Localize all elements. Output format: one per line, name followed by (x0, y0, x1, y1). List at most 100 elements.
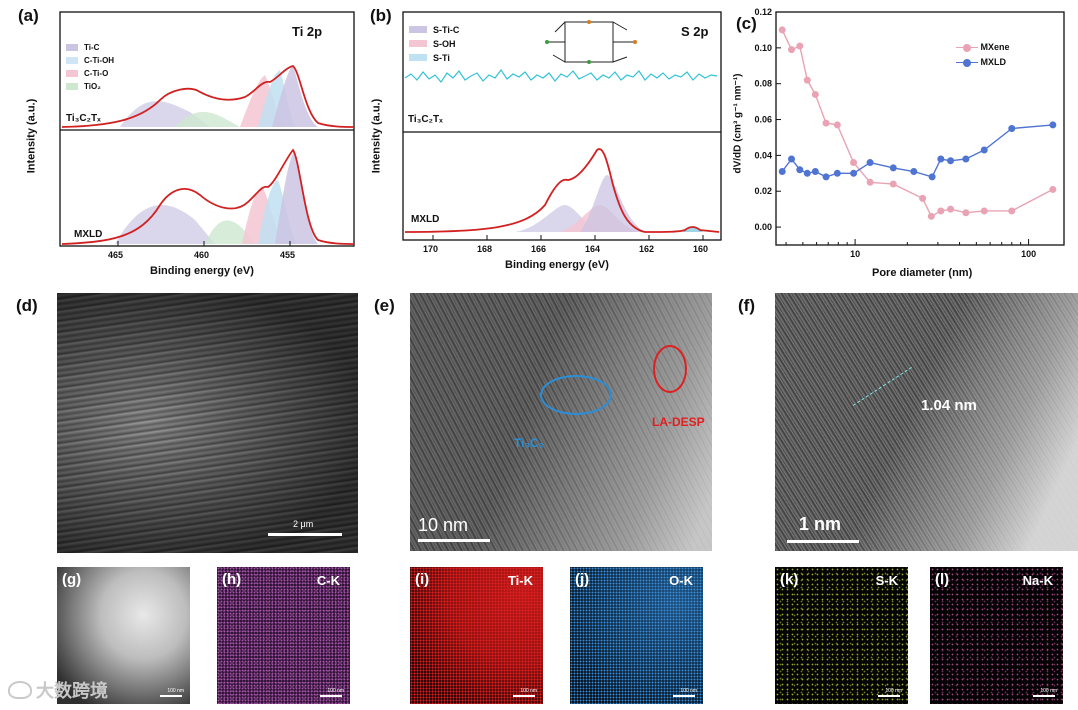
hrtem-e-scale-text: 10 nm (418, 515, 469, 535)
ti2p-tick-455: 455 (280, 250, 296, 260)
map-j-scale: 100 nm (680, 688, 697, 694)
legend-tio2: TiO₂ (84, 82, 101, 91)
panel-c-pore-distribution: (c) 0.00 0.02 0.04 0.06 0.08 0.10 0.12 10 100 MX… (730, 0, 1078, 290)
ti2p-tick-465: 465 (108, 250, 124, 260)
lattice-spacing-label: 1.04 nm (921, 397, 977, 414)
plot-frame (775, 11, 1065, 246)
hrtem-image-f: 1.04 nm 1 nm (775, 293, 1078, 551)
data-point-mxld (796, 166, 804, 174)
la-desp-ellipse (653, 345, 687, 393)
ti3c2-ellipse (540, 375, 612, 415)
data-point-mxld (778, 168, 786, 176)
x-tick-label: 100 (1021, 249, 1036, 259)
s2p-spectra (402, 11, 722, 241)
data-point-mxene (822, 119, 830, 127)
legend-mxld: MXLD (980, 57, 1007, 67)
legend-c-ti-oh: C-Ti-OH (84, 56, 115, 65)
data-point-mxene (866, 178, 874, 186)
map-k-element: S-K (875, 573, 898, 588)
watermark-logo-icon (8, 681, 32, 699)
y-tick-label: 0.06 (754, 115, 772, 125)
sem-scale-text: 2 μm (293, 519, 314, 529)
map-g-scale: 100 nm (167, 688, 184, 694)
data-point-mxld (811, 168, 819, 176)
map-i-label: (i) (415, 571, 430, 588)
series-line-mxld (781, 124, 1053, 178)
y-tick-label: 0.02 (754, 186, 772, 196)
data-point-mxld (889, 164, 897, 172)
y-tick-label: 0.10 (754, 43, 772, 53)
s2p-xlabel: Binding energy (eV) (505, 259, 609, 271)
panel-label-a: (a) (18, 6, 39, 25)
map-i-scale: 100 nm (520, 688, 537, 694)
y-tick-label: 0.12 (754, 7, 772, 17)
s2p-tick-170: 170 (423, 244, 439, 254)
watermark-text: 大数跨境 (36, 681, 108, 702)
watermark: 大数跨境 (8, 677, 108, 703)
s2p-tick-164: 164 (585, 244, 601, 254)
panel-label-f: (f) (738, 296, 755, 315)
map-l-sodium: (l) Na-K 100 nm (930, 567, 1063, 704)
data-point-mxld (850, 169, 858, 177)
map-i-element: Ti-K (507, 573, 533, 588)
pore-legend: MXene MXLD (956, 40, 1010, 70)
ti2p-xlabel: Binding energy (eV) (150, 265, 254, 277)
ti2p-title: Ti 2p (292, 24, 323, 39)
data-point-mxene (788, 46, 796, 54)
molecule-icon (545, 20, 637, 64)
panel-label-c: (c) (736, 14, 757, 33)
data-point-mxene (796, 42, 804, 50)
ti2p-sample-bottom: MXLD (74, 229, 103, 240)
y-tick-label: 0.08 (754, 79, 772, 89)
data-point-mxene (937, 207, 945, 215)
map-j-label: (j) (575, 571, 590, 588)
pore-xlabel: Pore diameter (nm) (872, 267, 973, 279)
data-point-mxene (919, 194, 927, 202)
data-point-mxld (1049, 121, 1057, 129)
hrtem-f-scale-text: 1 nm (799, 514, 842, 534)
data-point-mxene (850, 159, 858, 167)
data-point-mxene (803, 76, 811, 84)
map-h-label: (h) (222, 571, 242, 588)
map-i-titanium: (i) Ti-K 100 nm (410, 567, 543, 704)
panel-b-xps-s2p: (b) S 2p S-Ti- (365, 0, 730, 290)
s2p-sample-top: Ti₃C₂Tₓ (408, 114, 443, 125)
map-l-scale: 100 nm (1040, 688, 1057, 694)
data-point-mxld (937, 155, 945, 163)
map-h-carbon: (h) C-K 100 nm (217, 567, 350, 704)
map-h-element: C-K (316, 573, 340, 588)
la-desp-annotation: LA-DESP (652, 415, 705, 429)
data-point-mxene (1049, 185, 1057, 193)
data-point-mxld (866, 159, 874, 167)
map-k-scale: 100 nm (885, 688, 902, 694)
legend-mxld-marker (956, 58, 978, 67)
data-point-mxld (910, 168, 918, 176)
data-point-mxene (811, 90, 819, 98)
y-tick-label: 0.04 (754, 150, 772, 160)
s2p-tick-162: 162 (639, 244, 655, 254)
y-tick-label: 0.00 (754, 222, 772, 232)
map-l-element: Na-K (1022, 573, 1053, 588)
map-g-haadf: (g) 100 nm (57, 567, 190, 704)
map-j-element: O-K (669, 573, 693, 588)
pore-chart: 0.00 0.02 0.04 0.06 0.08 0.10 0.12 10 100 (754, 7, 1065, 259)
ti2p-legend: Ti-C C-Ti-OH C-Ti-O TiO₂ (84, 41, 114, 93)
s2p-ylabel: Intensity (a.u.) (370, 98, 383, 174)
hrtem-image-e: Ti₃C₂ LA-DESP 10 nm (410, 293, 712, 551)
map-g-label: (g) (62, 571, 82, 588)
legend-mxene-marker (956, 43, 978, 52)
data-point-mxene (833, 121, 841, 129)
panel-label-d: (d) (16, 296, 38, 315)
s2p-tick-168: 168 (477, 244, 493, 254)
data-point-mxld (822, 173, 830, 181)
panel-label-b: (b) (370, 6, 392, 25)
ti2p-ylabel: Intensity (a.u.) (25, 98, 38, 174)
data-point-mxene (1008, 207, 1016, 215)
data-point-mxld (1008, 125, 1016, 132)
s2p-legend: S-Ti-C S-OH S-Ti (433, 23, 459, 65)
x-tick-label: 10 (850, 249, 860, 259)
data-point-mxene (962, 209, 970, 217)
data-point-mxene (947, 205, 955, 213)
ti3c2-annotation: Ti₃C₂ (514, 436, 544, 450)
legend-s-ti: S-Ti (433, 53, 450, 63)
